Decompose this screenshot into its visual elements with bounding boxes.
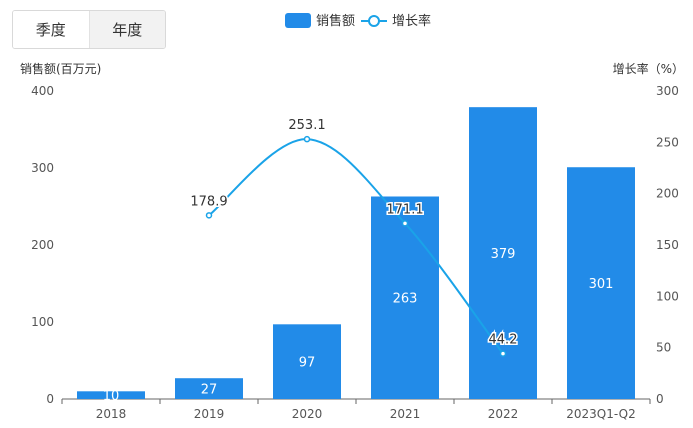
legend-line-label: 增长率 [392, 13, 431, 29]
left-tick-label: 400 [31, 84, 54, 98]
right-axis-title: 增长率（%） [613, 61, 684, 76]
growth-rate-point[interactable] [205, 212, 213, 219]
bar-value-label: 379 [491, 247, 516, 262]
legend-bar-label: 销售额 [316, 13, 355, 29]
right-tick-label: 150 [656, 238, 679, 252]
bar[interactable] [77, 391, 145, 399]
right-tick-label: 0 [656, 392, 664, 406]
bar-value-label: 97 [299, 356, 316, 371]
x-tick-label: 2022 [488, 407, 519, 421]
legend-bar-swatch[interactable] [285, 13, 311, 28]
left-axis-title: 销售额(百万元) [20, 61, 101, 76]
growth-rate-point[interactable] [499, 350, 507, 357]
bar[interactable] [371, 196, 439, 399]
growth-rate-line [208, 138, 504, 355]
growth-rate-label: 44.2 [489, 333, 518, 348]
toggle-quarterly[interactable]: 季度 [13, 11, 89, 48]
growth-rate-point[interactable] [401, 220, 409, 227]
bar[interactable] [567, 167, 635, 399]
x-tick-label: 2023Q1-Q2 [566, 407, 635, 421]
growth-rate-label: 178.9 [190, 194, 227, 209]
left-tick-label: 100 [31, 315, 54, 329]
x-tick-label: 2019 [194, 407, 225, 421]
legend-line-marker [368, 15, 380, 27]
bar[interactable] [175, 378, 243, 399]
bar-value-label: 263 [393, 292, 418, 307]
x-tick-label: 2020 [292, 407, 323, 421]
x-tick-label: 2021 [390, 407, 421, 421]
legend: 销售额 增长率 [285, 13, 431, 29]
bar-value-label: 27 [201, 383, 218, 398]
left-tick-label: 200 [31, 238, 54, 252]
left-tick-label: 0 [46, 392, 54, 406]
growth-rate-label: 253.1 [288, 118, 325, 133]
growth-rate-label: 171.1 [386, 202, 423, 217]
right-tick-label: 100 [656, 289, 679, 303]
period-toggle: 季度 年度 [12, 10, 166, 49]
left-tick-label: 300 [31, 161, 54, 175]
right-tick-label: 200 [656, 187, 679, 201]
x-tick-label: 2018 [96, 407, 127, 421]
plot-area: 0 100 200 300 400 0 50 100 150 200 250 300 10 27 97 263… [31, 84, 679, 421]
bar[interactable] [273, 324, 341, 399]
right-tick-label: 50 [656, 341, 671, 355]
bar-value-label: 10 [103, 389, 120, 404]
toggle-yearly[interactable]: 年度 [88, 11, 165, 48]
bar-value-label: 301 [589, 277, 614, 292]
right-tick-label: 300 [656, 84, 679, 98]
growth-rate-point[interactable] [303, 135, 311, 143]
bar[interactable] [469, 107, 537, 400]
right-tick-label: 250 [656, 135, 679, 149]
